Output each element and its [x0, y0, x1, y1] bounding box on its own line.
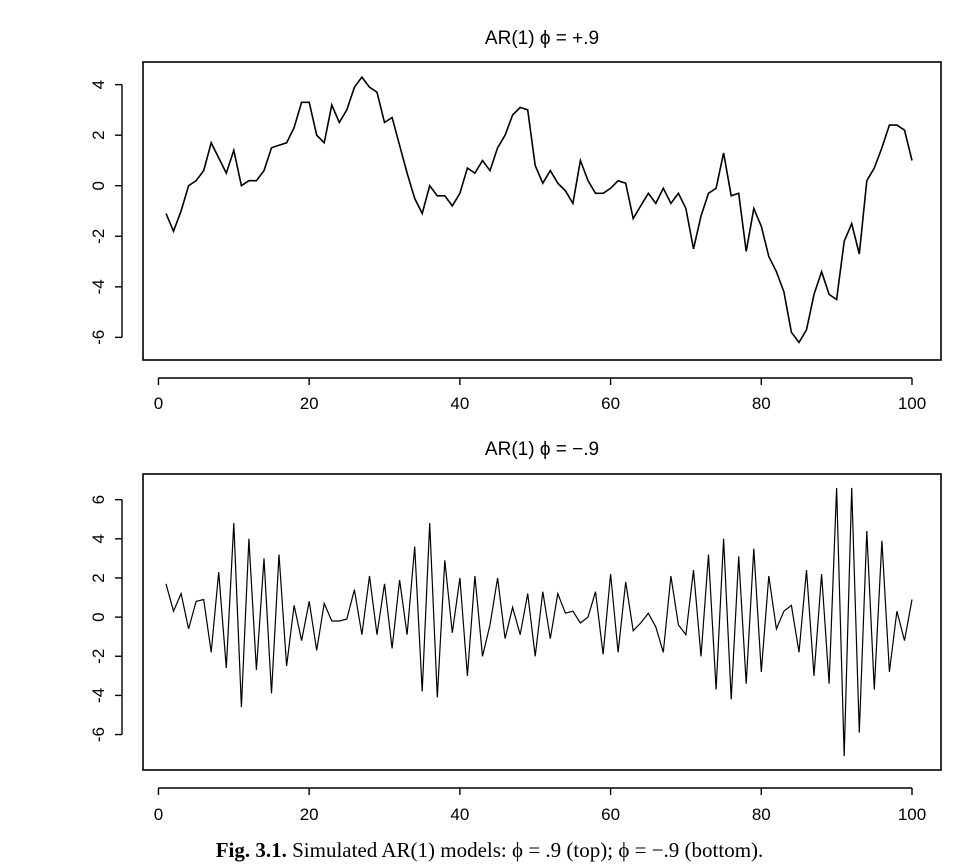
figure-caption: Fig. 3.1. Simulated AR(1) models: ϕ = .9…: [0, 838, 979, 863]
panel-bottom-series-line: [165, 487, 913, 757]
panel-bottom-title: AR(1) ϕ = −.9: [485, 439, 599, 460]
panel-bottom-x-tick-label: 0: [154, 805, 163, 824]
panel-bottom-y-tick-label: -6: [89, 727, 108, 742]
panel-top-x-tick-label: 80: [752, 394, 771, 413]
panel-top-y-tick-label: -2: [89, 229, 108, 244]
panel-bottom-y-tick-label: 6: [89, 495, 108, 504]
panel-bottom-x-tick-label: 100: [898, 805, 926, 824]
panel-top-x-tick-label: 100: [898, 394, 926, 413]
panel-bottom-y-tick-label: 2: [89, 573, 108, 582]
panel-bottom-y-tick-label: -4: [89, 688, 108, 703]
panel-top-y-tick-label: 2: [89, 130, 108, 139]
panel-bottom-y-tick-label: 0: [89, 612, 108, 621]
panel-top-series-line: [165, 75, 913, 344]
panel-top-title: AR(1) ϕ = +.9: [485, 28, 599, 49]
panel-top-y-tick-label: 4: [89, 80, 108, 89]
panel-top-x-tick-label: 20: [300, 394, 319, 413]
panel-top-x-tick-label: 60: [601, 394, 620, 413]
panel-bottom-plot-frame: [142, 473, 942, 771]
panel-bottom-x-tick-label: 20: [300, 805, 319, 824]
panel-top-x-tick-label: 40: [450, 394, 469, 413]
panel-top-y-tick-label: -6: [89, 330, 108, 345]
panel-bottom-y-tick-label: 4: [89, 534, 108, 543]
panel-top-y-tick-label: -4: [89, 279, 108, 294]
panel-top-plot-frame: [142, 61, 942, 361]
caption-label: Fig. 3.1.: [215, 838, 287, 862]
panel-top-x-tick-label: 0: [154, 394, 163, 413]
panel-bottom-y-tick-label: -2: [89, 649, 108, 664]
caption-text: Simulated AR(1) models: ϕ = .9 (top); ϕ …: [286, 838, 764, 862]
panel-bottom-x-tick-label: 60: [601, 805, 620, 824]
panel-bottom-x-tick-label: 40: [450, 805, 469, 824]
panel-bottom-x-tick-label: 80: [752, 805, 771, 824]
panel-top-y-tick-label: 0: [89, 181, 108, 190]
